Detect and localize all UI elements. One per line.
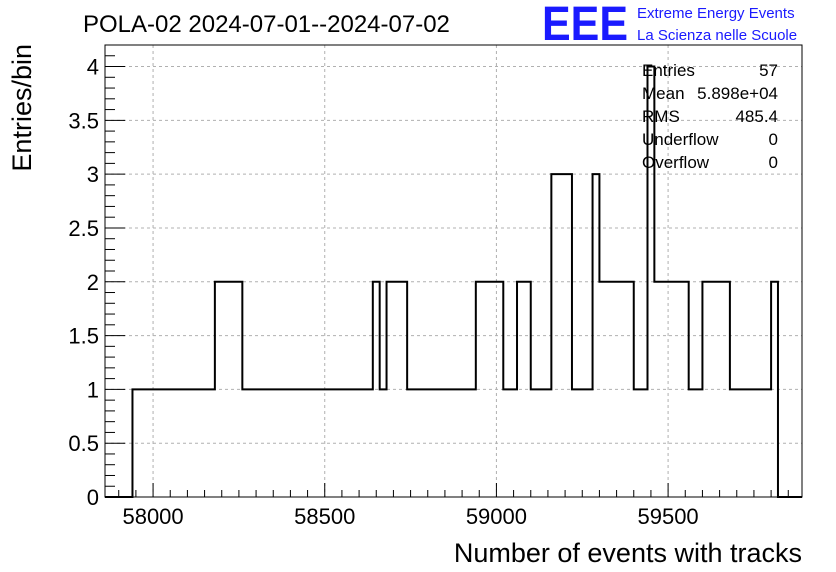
y-tick-label: 0.5 <box>68 431 99 456</box>
histogram-bin <box>599 282 606 497</box>
histogram-bin <box>448 389 455 497</box>
histogram-bin <box>215 282 222 497</box>
eee-logo-mark: EEE <box>542 0 628 51</box>
x-tick-label: 59000 <box>466 504 527 529</box>
histogram-bin <box>256 389 263 497</box>
y-tick-label: 1.5 <box>68 324 99 349</box>
histogram-bin <box>366 389 373 497</box>
stat-label: Underflow <box>642 130 719 149</box>
histogram-bin <box>641 389 648 497</box>
logo-line-2: La Scienza nelle Scuole <box>637 27 797 44</box>
histogram-bin <box>304 389 311 497</box>
x-axis: 58000 58500 59000 59500 <box>118 483 789 529</box>
x-tick-label: 58500 <box>294 504 355 529</box>
histogram-bin <box>160 389 167 497</box>
histogram-bin <box>373 282 380 497</box>
y-tick-label: 2.5 <box>68 216 99 241</box>
histogram-bin <box>572 389 579 497</box>
histogram-bin <box>682 282 689 497</box>
histogram-bin <box>421 389 428 497</box>
stat-value: 485.4 <box>735 107 778 126</box>
histogram-bin <box>483 282 490 497</box>
histogram-bin <box>531 389 538 497</box>
histogram-bin <box>270 389 277 497</box>
histogram-bin <box>332 389 339 497</box>
histogram-bin <box>380 389 387 497</box>
histogram-bin <box>132 389 139 497</box>
y-axis: 0 0.5 1 1.5 2 2.5 3 3.5 4 <box>68 44 125 510</box>
histogram-bin <box>167 389 174 497</box>
histogram-bin <box>311 389 318 497</box>
eee-logo: EEE Extreme Energy Events La Scienza nel… <box>542 0 797 51</box>
y-tick-label: 4 <box>87 55 99 80</box>
histogram-bin <box>503 389 510 497</box>
histogram-outline <box>105 65 802 498</box>
histogram-bin <box>771 282 778 497</box>
histogram-bin <box>538 389 545 497</box>
chart-title: POLA-02 2024-07-01--2024-07-02 <box>83 11 450 38</box>
histogram-bin <box>654 282 661 497</box>
stat-value: 57 <box>759 61 778 80</box>
stat-value: 0 <box>769 153 778 172</box>
stat-value: 5.898e+04 <box>697 84 778 103</box>
y-tick-label: 0 <box>87 485 99 510</box>
histogram-bin <box>689 389 696 497</box>
x-tick-label: 59500 <box>637 504 698 529</box>
x-tick-label: 58000 <box>122 504 183 529</box>
histogram-bin <box>435 389 442 497</box>
histogram-bin <box>696 389 703 497</box>
stat-value: 0 <box>769 130 778 149</box>
histogram-bin <box>730 389 737 497</box>
grid-lines <box>105 45 802 498</box>
histogram-bin <box>702 282 709 497</box>
stat-label: Entries <box>642 61 695 80</box>
stat-label: Overflow <box>642 153 710 172</box>
histogram-bin <box>284 389 291 497</box>
stats-box: Entries 57 Mean 5.898e+04 RMS 485.4 Underflow 0… <box>642 61 778 172</box>
histogram-bin <box>517 282 524 497</box>
histogram-bin <box>242 389 249 497</box>
y-tick-label: 2 <box>87 270 99 295</box>
histogram-bin <box>551 174 558 497</box>
logo-line-1: Extreme Energy Events <box>637 5 795 22</box>
y-tick-label: 3.5 <box>68 108 99 133</box>
histogram-bin <box>476 282 483 497</box>
histogram-bin <box>407 389 414 497</box>
histogram-bin <box>387 282 394 497</box>
histogram-bin <box>345 389 352 497</box>
histogram-bin <box>634 389 641 497</box>
stat-label: RMS <box>642 107 680 126</box>
histogram-bin <box>593 174 600 497</box>
stat-label: Mean <box>642 84 685 103</box>
y-axis-title: Entries/bin <box>7 44 37 172</box>
x-axis-title: Number of events with tracks <box>454 538 802 568</box>
y-tick-label: 1 <box>87 377 99 402</box>
y-tick-label: 3 <box>87 162 99 187</box>
